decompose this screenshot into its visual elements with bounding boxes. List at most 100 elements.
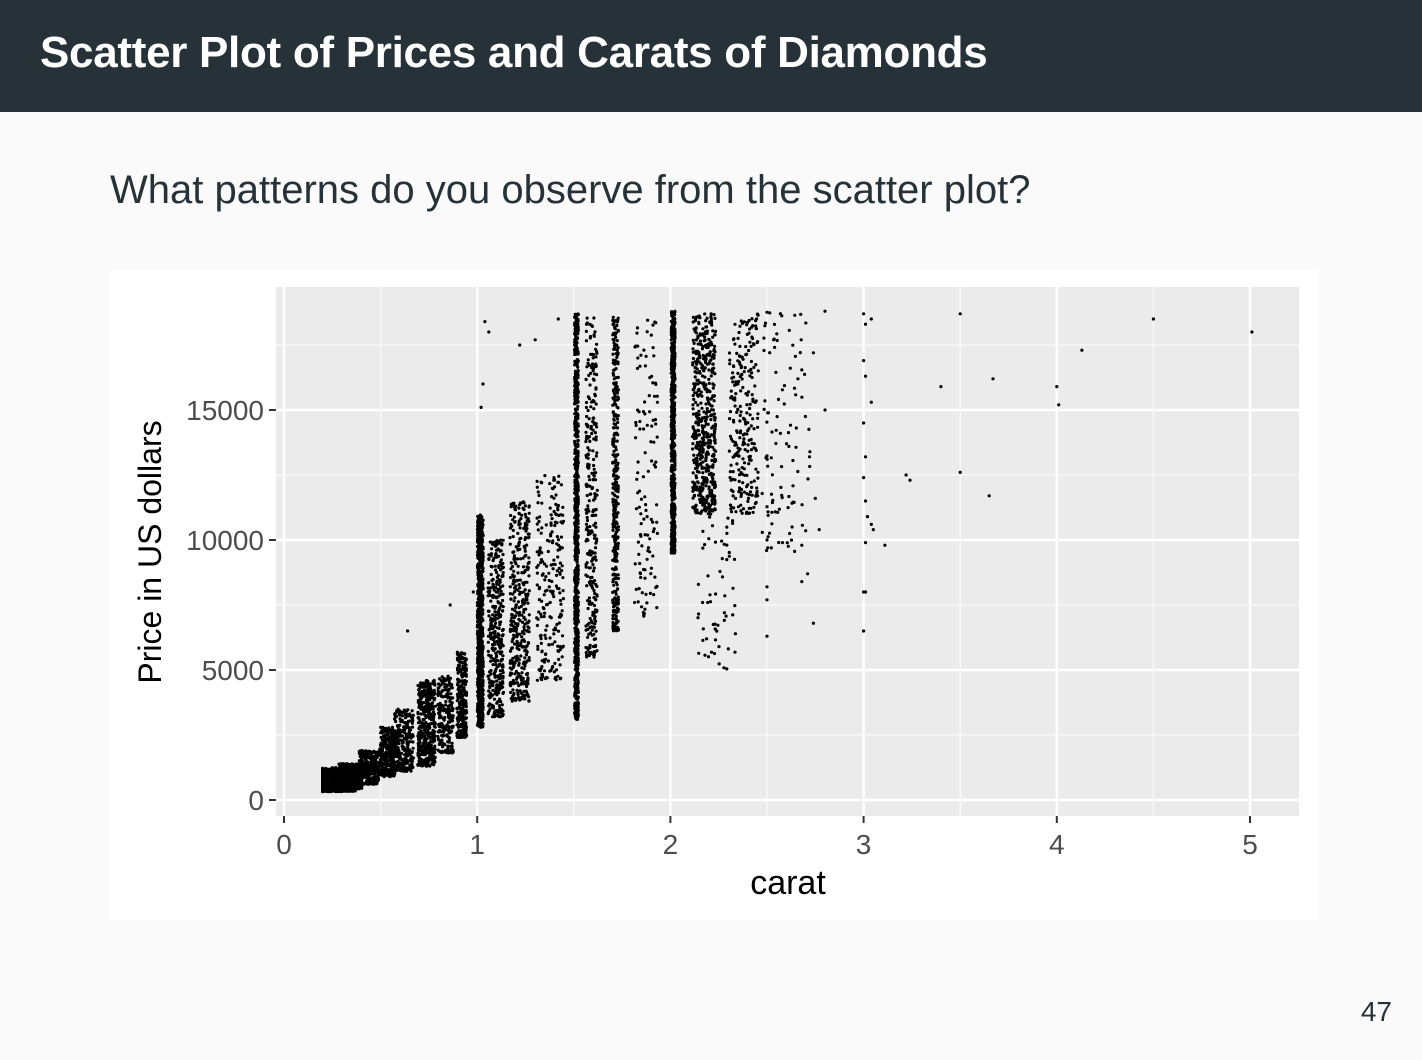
data-point [480,530,484,534]
data-point [446,705,450,709]
data-point [493,624,497,628]
data-point [417,738,421,742]
data-point [479,654,483,658]
data-point [395,768,399,772]
data-point [522,610,526,614]
data-point [444,688,448,692]
data-point [450,744,454,748]
data-point [437,730,441,734]
data-point [540,599,544,603]
data-point [513,557,517,561]
data-point [436,693,440,698]
data-point [516,600,520,604]
data-point [476,570,480,574]
data-point [321,780,325,784]
data-point [446,720,451,724]
data-point [478,561,482,565]
data-point [487,581,491,585]
data-point [517,661,521,665]
data-point [402,727,406,731]
data-point [540,481,544,485]
data-point [544,575,548,579]
data-point [527,589,531,593]
data-point [368,771,372,775]
data-point [410,735,414,739]
data-point [561,597,565,601]
data-point [463,711,468,715]
data-point [539,558,544,562]
data-point [560,521,565,525]
data-point [370,754,374,758]
data-point [523,580,527,584]
data-point [392,765,396,769]
data-point [427,723,431,727]
data-point [362,765,366,769]
data-point [546,602,550,606]
data-point [500,650,504,654]
data-point [525,672,529,676]
data-point [536,501,540,505]
data-point [517,543,521,548]
data-point [350,766,355,770]
data-point [490,547,494,551]
data-point [553,523,557,528]
data-point [511,528,515,532]
data-point [441,688,445,692]
data-point [509,646,514,651]
data-point [419,692,423,696]
data-point [402,745,406,749]
data-point [491,577,495,581]
data-point [560,564,564,568]
data-point [527,613,531,617]
data-point [364,761,368,766]
data-point [522,639,527,643]
data-point [520,671,524,675]
data-point [481,660,485,664]
data-point [446,696,450,700]
data-point [540,672,545,676]
data-point [422,685,426,689]
data-point [557,474,561,478]
data-point [515,639,519,643]
data-point [520,635,524,639]
data-point [552,670,556,674]
data-point [387,759,391,763]
data-point [460,660,464,665]
data-point [407,713,412,717]
data-point [536,647,540,651]
data-point [525,598,529,602]
data-point [426,705,430,709]
data-point [478,698,482,702]
data-point [456,658,460,662]
data-point [441,750,445,754]
data-point [558,663,562,667]
data-point [547,643,551,647]
data-point [387,744,392,748]
data-point [340,768,344,772]
data-point [479,584,483,588]
data-point [345,784,349,788]
data-point [544,652,548,656]
data-point [476,690,480,694]
data-point [422,689,426,693]
data-point [375,750,380,754]
data-point [457,663,461,668]
data-point [476,623,480,627]
data-point [458,668,462,672]
data-point [548,506,552,510]
data-point [342,786,346,790]
data-point [363,751,367,755]
data-point [481,696,485,700]
data-point [558,677,562,681]
data-point [401,761,405,765]
data-point [524,607,528,611]
data-point [521,506,525,510]
data-point [558,645,562,649]
data-point [559,483,563,487]
data-point [456,723,460,727]
data-point [347,775,351,779]
data-point [456,651,460,656]
data-point [508,542,512,546]
data-point [513,609,517,613]
data-point [548,636,552,640]
